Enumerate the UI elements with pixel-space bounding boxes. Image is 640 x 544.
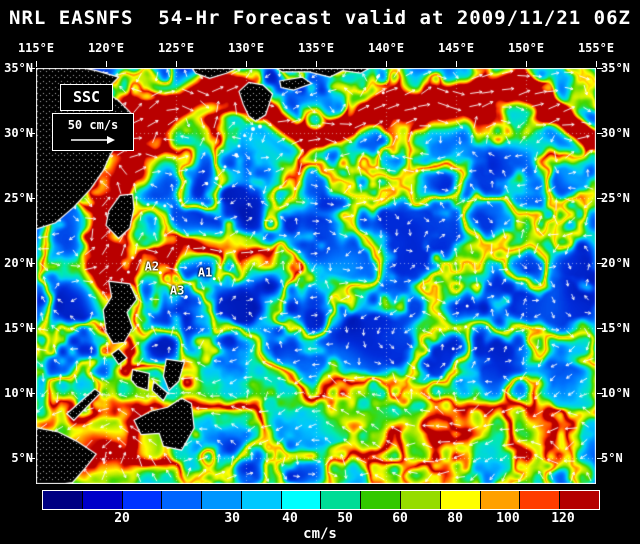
colorbar-cell xyxy=(82,491,122,509)
axis-tick xyxy=(246,61,247,67)
map-plot: SSC 50 cm/s A1 A2 A3 xyxy=(36,68,596,484)
lat-label: 5°N xyxy=(601,451,623,465)
axis-tick xyxy=(526,61,527,67)
lat-label: 25°N xyxy=(601,191,630,205)
lat-label: 15°N xyxy=(601,321,630,335)
station-marker xyxy=(159,271,163,275)
station-label-a2: A2 xyxy=(145,259,163,275)
colorbar-tick-label: 50 xyxy=(337,511,353,526)
axis-tick xyxy=(29,68,35,69)
axis-tick xyxy=(29,458,35,459)
axis-tick xyxy=(597,393,603,394)
station-marker xyxy=(212,277,216,281)
colorbar-tick-label: 20 xyxy=(114,511,130,526)
lon-label: 150°E xyxy=(507,41,545,55)
colorbar xyxy=(42,490,600,510)
colorbar-cell xyxy=(162,491,202,509)
colorbar-tick-label: 40 xyxy=(282,511,298,526)
axis-tick xyxy=(29,393,35,394)
legend-scale-label: 50 cm/s xyxy=(67,118,119,132)
colorbar-cell xyxy=(560,491,599,509)
lat-label: 20°N xyxy=(4,256,33,270)
lat-label: 5°N xyxy=(11,451,33,465)
axis-tick xyxy=(456,61,457,67)
lon-label: 135°E xyxy=(297,41,335,55)
lat-label: 35°N xyxy=(601,61,630,75)
legend-field-label: SSC xyxy=(60,84,114,111)
axis-tick xyxy=(29,328,35,329)
axis-tick xyxy=(106,61,107,67)
colorbar-tick-label: 30 xyxy=(224,511,240,526)
axis-tick xyxy=(597,198,603,199)
lon-label: 145°E xyxy=(437,41,475,55)
lat-label: 30°N xyxy=(601,126,630,140)
axis-tick xyxy=(36,61,37,67)
lon-label: 155°E xyxy=(577,41,615,55)
lat-label: 20°N xyxy=(601,256,630,270)
axis-tick xyxy=(597,458,603,459)
axis-tick xyxy=(597,263,603,264)
scale-arrow-icon xyxy=(71,136,115,144)
lat-label: 25°N xyxy=(4,191,33,205)
lat-label: 30°N xyxy=(4,126,33,140)
colorbar-cell xyxy=(202,491,241,509)
station-label-a3: A3 xyxy=(170,283,188,299)
axis-tick xyxy=(597,328,603,329)
axis-tick xyxy=(29,133,35,134)
colorbar-cell xyxy=(520,491,560,509)
figure-title: NRL EASNFS 54-Hr Forecast valid at 2009/… xyxy=(9,7,631,29)
legend-box: SSC 50 cm/s xyxy=(52,84,134,151)
lon-label: 125°E xyxy=(157,41,195,55)
lon-label: 115°E xyxy=(17,41,55,55)
axis-tick xyxy=(316,61,317,67)
colorbar-cell xyxy=(401,491,440,509)
colorbar-cell xyxy=(43,491,82,509)
axis-tick xyxy=(29,198,35,199)
station-marker xyxy=(184,295,188,299)
colorbar-tick-label: 120 xyxy=(551,511,575,526)
lat-label: 10°N xyxy=(601,386,630,400)
colorbar-tick-label: 100 xyxy=(496,511,520,526)
colorbar-cell xyxy=(241,491,281,509)
colorbar-cell xyxy=(480,491,520,509)
colorbar-cell xyxy=(122,491,162,509)
lat-label: 35°N xyxy=(4,61,33,75)
colorbar-tick-label: 80 xyxy=(447,511,463,526)
axis-tick xyxy=(597,68,603,69)
axis-tick xyxy=(596,61,597,67)
colorbar-tick-label: 60 xyxy=(392,511,408,526)
axis-tick xyxy=(386,61,387,67)
colorbar-cell xyxy=(321,491,361,509)
station-label-a1: A1 xyxy=(198,265,216,281)
colorbar-cell xyxy=(281,491,321,509)
lon-label: 140°E xyxy=(367,41,405,55)
colorbar-cell xyxy=(361,491,401,509)
lat-label: 15°N xyxy=(4,321,33,335)
legend-scale-box: 50 cm/s xyxy=(52,113,134,151)
axis-tick xyxy=(176,61,177,67)
axis-tick xyxy=(29,263,35,264)
axis-tick xyxy=(597,133,603,134)
colorbar-cell xyxy=(440,491,480,509)
lon-label: 120°E xyxy=(87,41,125,55)
colorbar-unit: cm/s xyxy=(303,526,337,542)
lon-label: 130°E xyxy=(227,41,265,55)
lat-label: 10°N xyxy=(4,386,33,400)
